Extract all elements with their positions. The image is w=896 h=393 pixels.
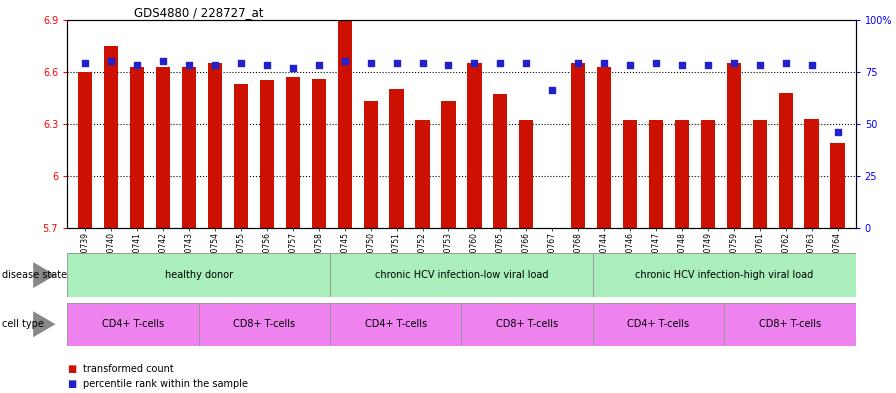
Bar	[234, 84, 248, 228]
Point	[805, 62, 819, 69]
Point	[338, 58, 352, 64]
Text: CD8+ T-cells: CD8+ T-cells	[496, 319, 558, 329]
Text: transformed count: transformed count	[83, 364, 174, 374]
Point	[623, 62, 637, 69]
Text: disease state: disease state	[2, 270, 67, 280]
Text: percentile rank within the sample: percentile rank within the sample	[83, 379, 248, 389]
Point	[390, 60, 404, 66]
Text: chronic HCV infection-high viral load: chronic HCV infection-high viral load	[635, 270, 814, 280]
Point	[182, 62, 196, 69]
Bar	[208, 63, 222, 228]
Point	[130, 62, 144, 69]
Point	[260, 62, 274, 69]
Bar	[312, 79, 326, 228]
Text: CD8+ T-cells: CD8+ T-cells	[233, 319, 296, 329]
Text: ■: ■	[67, 379, 76, 389]
Point	[571, 60, 585, 66]
Point	[493, 60, 507, 66]
Bar	[779, 93, 793, 228]
Bar	[753, 120, 767, 228]
Bar	[593, 303, 724, 346]
Point	[701, 62, 715, 69]
Text: CD4+ T-cells: CD4+ T-cells	[102, 319, 164, 329]
Bar	[701, 120, 715, 228]
Text: GDS4880 / 228727_at: GDS4880 / 228727_at	[134, 6, 264, 19]
Bar	[338, 20, 352, 228]
Point	[545, 87, 559, 94]
Point	[156, 58, 170, 64]
Polygon shape	[33, 262, 56, 288]
Point	[779, 60, 793, 66]
Bar	[593, 253, 856, 297]
Bar	[805, 119, 819, 228]
Bar	[493, 94, 507, 228]
Bar	[330, 253, 593, 297]
Point	[727, 60, 741, 66]
Bar	[130, 66, 144, 228]
Bar	[156, 66, 170, 228]
Point	[104, 58, 118, 64]
Bar	[442, 101, 455, 228]
Bar	[831, 143, 845, 228]
Point	[364, 60, 378, 66]
Bar	[390, 89, 404, 228]
Bar	[182, 66, 196, 228]
Bar	[364, 101, 378, 228]
Point	[649, 60, 663, 66]
Bar	[649, 120, 663, 228]
Bar	[104, 46, 118, 228]
Bar	[78, 72, 92, 228]
Bar	[468, 63, 481, 228]
Point	[234, 60, 248, 66]
Bar	[199, 303, 330, 346]
Point	[753, 62, 767, 69]
Bar	[416, 120, 430, 228]
Bar	[286, 77, 300, 228]
Point	[416, 60, 430, 66]
Bar	[571, 63, 585, 228]
Point	[467, 60, 481, 66]
Point	[286, 64, 300, 71]
Text: cell type: cell type	[2, 319, 44, 329]
Point	[312, 62, 326, 69]
Point	[78, 60, 92, 66]
Bar	[260, 81, 274, 228]
Bar	[67, 253, 330, 297]
Text: CD8+ T-cells: CD8+ T-cells	[759, 319, 821, 329]
Point	[519, 60, 533, 66]
Text: healthy donor: healthy donor	[165, 270, 233, 280]
Bar	[623, 120, 637, 228]
Text: CD4+ T-cells: CD4+ T-cells	[627, 319, 690, 329]
Point	[442, 62, 456, 69]
Point	[831, 129, 845, 135]
Polygon shape	[33, 311, 56, 337]
Bar	[67, 303, 199, 346]
Bar	[675, 120, 689, 228]
Bar	[724, 303, 856, 346]
Bar	[519, 120, 533, 228]
Point	[675, 62, 689, 69]
Bar	[461, 303, 593, 346]
Text: chronic HCV infection-low viral load: chronic HCV infection-low viral load	[375, 270, 548, 280]
Point	[597, 60, 611, 66]
Text: ■: ■	[67, 364, 76, 374]
Point	[208, 62, 222, 69]
Bar	[597, 66, 611, 228]
Bar	[727, 63, 741, 228]
Bar	[330, 303, 461, 346]
Text: CD4+ T-cells: CD4+ T-cells	[365, 319, 426, 329]
